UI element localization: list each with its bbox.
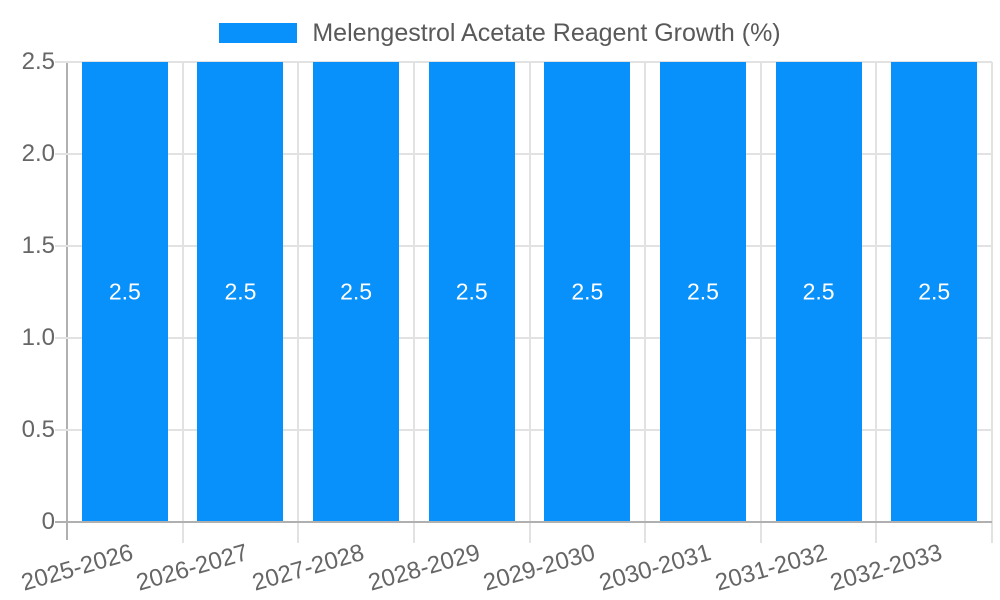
y-tick-label: 2.5 [21,48,55,75]
bar-value-label: 2.5 [108,278,141,305]
bar-slot: 2.5 [67,62,183,522]
x-axis-line [55,521,992,523]
legend-swatch [219,23,298,43]
bar-value-label: 2.5 [340,278,373,305]
bar-value-label: 2.5 [224,278,257,305]
bar-slot: 2.5 [414,62,530,522]
bar-value-label: 2.5 [918,278,951,305]
y-tick-label: 1.5 [21,232,55,259]
bar-slot: 2.5 [530,62,646,522]
y-tick-label: 0 [41,508,55,535]
bar-value-label: 2.5 [571,278,604,305]
bar-2029-2030: 2.5 [544,62,631,522]
bar-2025-2026: 2.5 [81,62,168,522]
gridline-horizontal [55,245,992,247]
bar-2031-2032: 2.5 [775,62,862,522]
bar-slot: 2.5 [645,62,761,522]
gridline-vertical [875,62,878,543]
y-axis-line [66,62,68,540]
gridline-horizontal [55,153,992,155]
bar-2028-2029: 2.5 [428,62,515,522]
bar-value-label: 2.5 [455,278,488,305]
gridline-vertical [412,62,415,543]
gridline-horizontal [55,61,992,63]
gridline-vertical [528,62,531,543]
y-tick-label: 0.5 [21,416,55,443]
bars-layer: 2.5 2.5 2.5 2.5 2.5 2.5 2.5 2.5 [67,62,992,522]
bar-slot: 2.5 [298,62,414,522]
bar-slot: 2.5 [761,62,877,522]
y-tick-label: 1.0 [21,324,55,351]
y-tick-label: 2.0 [21,140,55,167]
plot-area: 2.5 2.5 2.5 2.5 2.5 2.5 2.5 2.5 [55,61,993,543]
gridline-vertical [759,62,762,543]
bar-2030-2031: 2.5 [659,62,746,522]
gridline-vertical [181,62,184,543]
gridline-horizontal [55,429,992,431]
gridline-horizontal [55,337,992,339]
gridline-vertical [644,62,647,543]
bar-2026-2027: 2.5 [197,62,284,522]
bar-2032-2033: 2.5 [891,62,978,522]
legend[interactable]: Melengestrol Acetate Reagent Growth (%) [0,17,1000,49]
bar-slot: 2.5 [183,62,299,522]
bar-slot: 2.5 [876,62,992,522]
legend-title: Melengestrol Acetate Reagent Growth (%) [312,18,781,47]
bar-value-label: 2.5 [686,278,719,305]
bar-value-label: 2.5 [802,278,835,305]
gridline-vertical [991,62,993,543]
gridline-vertical [297,62,300,543]
bar-2027-2028: 2.5 [313,62,400,522]
